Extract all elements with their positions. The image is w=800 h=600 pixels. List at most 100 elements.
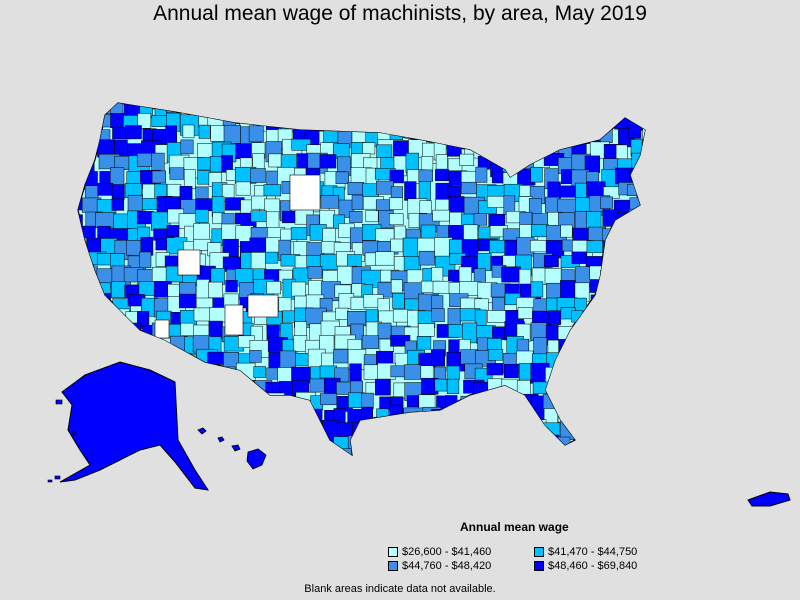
area-region <box>516 452 533 455</box>
area-region <box>347 182 365 195</box>
area-region <box>167 363 189 381</box>
area-region <box>78 141 87 162</box>
area-region <box>586 240 603 253</box>
legend-label: $48,460 - $69,840 <box>548 560 638 572</box>
area-region <box>534 126 547 146</box>
area-region <box>461 181 477 195</box>
area-region <box>646 326 663 341</box>
area-region <box>417 125 436 141</box>
area-region <box>629 381 645 403</box>
area-region <box>375 378 391 396</box>
area-region <box>249 406 262 428</box>
area-region <box>225 280 238 293</box>
area-region <box>268 420 283 435</box>
legend-swatch <box>388 561 398 571</box>
area-region <box>448 324 463 338</box>
area-region <box>646 114 664 133</box>
area-region <box>85 336 100 351</box>
area-region <box>240 103 257 116</box>
area-region <box>505 395 520 417</box>
area-region <box>180 322 195 336</box>
area-region <box>530 240 549 253</box>
area-region <box>518 139 538 156</box>
area-region <box>82 322 100 337</box>
area-region <box>647 353 664 366</box>
area-region <box>644 182 645 196</box>
area-region <box>208 281 223 299</box>
area-region <box>349 111 367 125</box>
area-region <box>461 420 481 441</box>
area-region <box>221 103 237 116</box>
area-region <box>646 240 658 257</box>
area-region <box>446 114 459 133</box>
area-region <box>487 112 504 130</box>
area-region <box>615 339 628 357</box>
area-region <box>418 323 435 337</box>
area-region <box>431 349 445 367</box>
area-region <box>492 446 513 455</box>
area-region <box>562 103 584 118</box>
area-region <box>78 322 89 336</box>
area-region <box>548 114 564 134</box>
area-region <box>488 436 501 455</box>
area-region <box>504 103 520 117</box>
area-region <box>78 338 88 353</box>
area-region <box>389 197 403 210</box>
area-region <box>534 448 547 455</box>
area-region <box>642 312 645 331</box>
area-region <box>590 391 605 406</box>
area-region <box>376 435 388 455</box>
area-region <box>589 434 609 453</box>
area-region <box>236 379 250 397</box>
area-region <box>318 103 337 115</box>
area-region <box>575 197 591 212</box>
area-region <box>307 422 323 443</box>
area-region <box>388 103 409 120</box>
area-region <box>531 419 547 433</box>
area-region <box>447 308 461 327</box>
area-region <box>558 394 574 412</box>
area-region <box>501 266 521 283</box>
area-region <box>446 365 460 380</box>
area-region <box>614 295 635 309</box>
area-region <box>615 419 628 432</box>
area-region <box>628 228 642 245</box>
area-region <box>631 339 645 353</box>
area-region <box>502 437 523 455</box>
area-region <box>573 115 587 133</box>
area-region <box>389 125 403 140</box>
area-region <box>520 124 534 143</box>
area-region <box>460 116 479 130</box>
area-region <box>460 410 481 430</box>
area-region <box>319 154 337 169</box>
area-region <box>420 365 434 379</box>
area-region <box>448 196 465 213</box>
area-region <box>81 144 94 165</box>
area-region <box>239 422 260 444</box>
area-region <box>600 437 620 451</box>
area-region <box>435 422 448 441</box>
area-region <box>418 447 432 455</box>
area-region <box>446 378 460 394</box>
area-region <box>236 362 256 381</box>
area-region <box>266 170 279 186</box>
area-region <box>95 310 112 323</box>
area-region <box>431 308 445 322</box>
area-region <box>376 144 393 158</box>
area-region <box>618 404 639 420</box>
area-region <box>626 183 645 196</box>
area-region <box>126 349 147 362</box>
area-region <box>544 268 562 285</box>
area-region <box>530 281 544 298</box>
no-data-region <box>177 249 201 276</box>
area-region <box>249 435 268 451</box>
area-region <box>294 103 309 112</box>
area-region <box>599 128 613 144</box>
area-region <box>531 224 549 238</box>
footnote: Blank areas indicate data not available. <box>304 583 496 595</box>
area-region <box>362 142 376 155</box>
area-region <box>95 212 116 228</box>
area-region <box>644 139 645 154</box>
area-region <box>320 393 338 406</box>
